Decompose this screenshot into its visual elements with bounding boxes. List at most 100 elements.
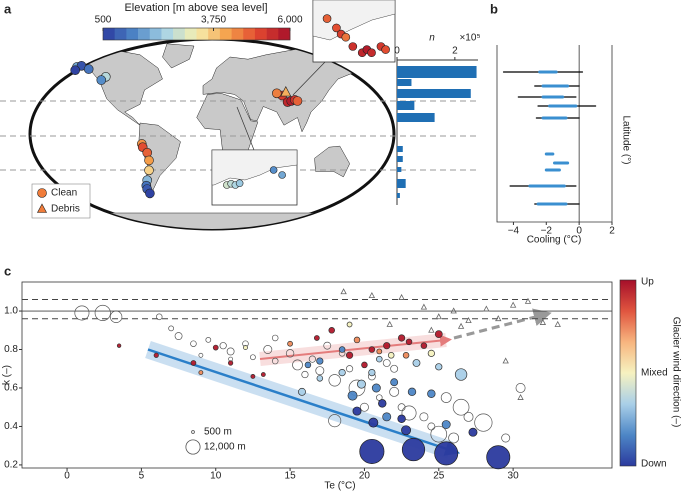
site-marker	[292, 96, 303, 106]
colorbar-title: Glacier wind direction (–)	[670, 317, 681, 428]
colorbar-label: Up	[641, 277, 654, 288]
site-marker	[367, 48, 376, 58]
bar	[397, 79, 412, 86]
point	[402, 352, 410, 359]
point	[316, 357, 324, 365]
x-tick-label: 0	[64, 471, 70, 482]
y-axis-label: k (–)	[2, 365, 13, 385]
point	[501, 433, 511, 443]
point	[328, 327, 335, 334]
point	[502, 357, 509, 364]
point	[313, 335, 320, 341]
colorbar-segment	[114, 28, 127, 40]
colorbar-segment	[149, 28, 162, 40]
point	[440, 392, 452, 403]
point	[454, 368, 468, 381]
point	[463, 411, 474, 422]
point	[452, 398, 470, 416]
bar	[397, 193, 400, 198]
point	[328, 374, 341, 387]
point	[228, 360, 234, 366]
point	[338, 368, 346, 377]
point	[250, 374, 256, 379]
point	[486, 445, 511, 470]
legend-marker	[37, 188, 47, 198]
point	[450, 307, 457, 314]
point	[368, 368, 376, 377]
point	[304, 361, 312, 369]
bar	[397, 113, 435, 122]
point	[345, 365, 354, 373]
colorbar	[619, 279, 637, 467]
site-marker	[271, 88, 282, 99]
point	[435, 313, 442, 320]
bar	[397, 66, 477, 78]
point	[474, 413, 493, 432]
site-marker	[332, 23, 341, 33]
point	[401, 405, 417, 421]
point	[361, 361, 368, 369]
point	[116, 343, 122, 348]
site-marker	[83, 64, 94, 74]
point	[509, 301, 517, 308]
site-marker	[278, 171, 286, 179]
point	[198, 352, 204, 358]
point	[390, 364, 399, 373]
point	[359, 402, 369, 412]
point	[539, 318, 547, 325]
point	[434, 441, 459, 466]
point	[420, 342, 428, 349]
colorbar-frame	[102, 27, 291, 41]
site-marker	[235, 179, 244, 188]
site-marker	[70, 65, 80, 75]
point	[368, 417, 379, 428]
site-marker	[144, 155, 154, 166]
point	[285, 349, 295, 358]
colorbar-segment	[231, 28, 244, 40]
point	[412, 359, 421, 367]
colorbar-label: Down	[641, 459, 667, 470]
colorbar-label: Mixed	[641, 368, 668, 379]
point	[524, 297, 532, 304]
y-axis-label: Latitude (°)	[620, 115, 631, 164]
point	[323, 341, 332, 350]
point	[495, 315, 502, 322]
site-marker	[144, 165, 154, 176]
point	[352, 406, 362, 416]
point	[190, 360, 197, 366]
point	[427, 349, 435, 357]
point	[390, 378, 399, 387]
x-tick-label: 2	[452, 46, 458, 57]
size-legend-label: 12,000 m	[204, 442, 246, 453]
point	[359, 438, 385, 464]
point	[368, 292, 376, 299]
point	[430, 425, 448, 443]
point	[263, 345, 273, 354]
point	[468, 427, 478, 437]
point	[315, 366, 325, 376]
x-tick-label: 0	[576, 226, 582, 237]
point	[345, 351, 354, 359]
panel-label: c	[4, 263, 11, 278]
point	[378, 399, 387, 408]
x-multiplier: ×10⁵	[459, 33, 480, 44]
bar	[397, 156, 403, 162]
point	[338, 346, 346, 353]
point	[198, 370, 204, 376]
colorbar-segment	[243, 28, 256, 40]
colorbar-segment	[196, 28, 209, 40]
point	[301, 370, 309, 379]
x-tick-label: −4	[508, 226, 520, 237]
point	[153, 352, 159, 358]
point	[368, 346, 376, 353]
point	[441, 420, 451, 429]
y-tick-label: 1.0	[4, 306, 18, 317]
legend-label: Clean	[51, 188, 77, 199]
colorbar-segment	[278, 28, 291, 40]
point	[401, 437, 426, 462]
point	[328, 414, 342, 428]
point	[174, 332, 183, 340]
colorbar-tick-label: 500	[95, 15, 112, 26]
point	[371, 383, 381, 393]
point	[382, 412, 392, 422]
